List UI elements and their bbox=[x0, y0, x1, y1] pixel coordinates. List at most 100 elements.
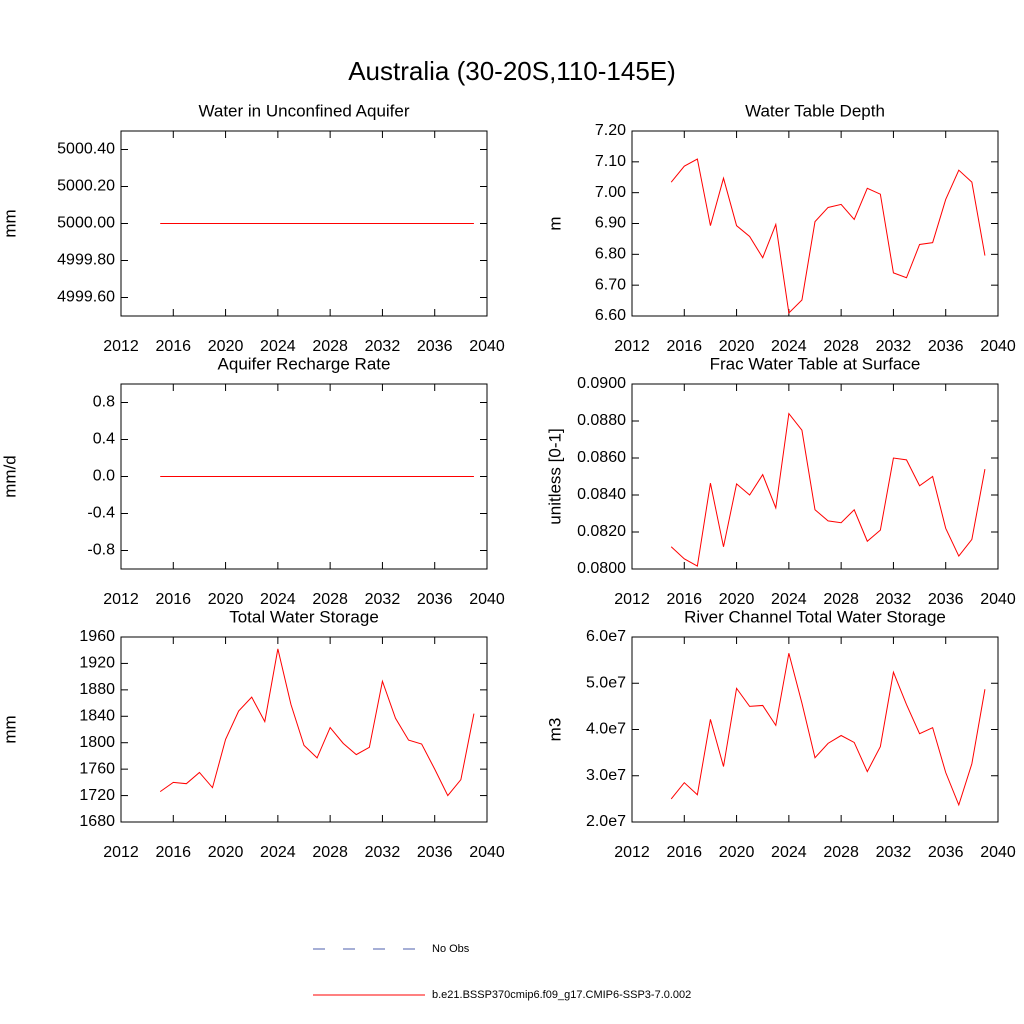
x-tick-label: 2032 bbox=[876, 591, 912, 608]
x-tick-label: 2020 bbox=[719, 338, 755, 355]
x-tick-label: 2020 bbox=[719, 591, 755, 608]
y-tick-label: 7.00 bbox=[595, 184, 626, 201]
x-tick-label: 2020 bbox=[208, 591, 244, 608]
y-tick-label: 6.80 bbox=[595, 246, 626, 263]
x-tick-label: 2040 bbox=[980, 591, 1016, 608]
x-tick-label: 2036 bbox=[417, 844, 453, 861]
y-tick-label: 1880 bbox=[79, 681, 115, 698]
x-tick-label: 2020 bbox=[208, 338, 244, 355]
x-tick-label: 2012 bbox=[103, 591, 139, 608]
y-tick-label: 1680 bbox=[79, 813, 115, 830]
x-tick-label: 2016 bbox=[666, 591, 702, 608]
x-tick-label: 2024 bbox=[260, 844, 296, 861]
x-tick-label: 2032 bbox=[365, 338, 401, 355]
y-tick-label: 5000.00 bbox=[57, 215, 115, 232]
x-tick-label: 2012 bbox=[103, 338, 139, 355]
y-tick-label: 0.0820 bbox=[577, 523, 626, 540]
data-line bbox=[670, 653, 986, 807]
y-tick-label: 7.10 bbox=[595, 153, 626, 170]
y-tick-label: 0.8 bbox=[93, 394, 115, 411]
y-tick-label: 6.70 bbox=[595, 276, 626, 293]
plot-frame bbox=[120, 383, 488, 570]
y-tick-label: 0.0800 bbox=[577, 560, 626, 577]
y-tick-label: 3.0e7 bbox=[586, 767, 626, 784]
y-tick-label: 4.0e7 bbox=[586, 721, 626, 738]
plot-frame bbox=[631, 383, 999, 570]
x-tick-label: 2024 bbox=[771, 844, 807, 861]
y-tick-label: 6.60 bbox=[595, 307, 626, 324]
y-tick-label: 6.0e7 bbox=[586, 628, 626, 645]
y-tick-label: 1760 bbox=[79, 760, 115, 777]
panel-title: Water Table Depth bbox=[745, 101, 885, 120]
x-tick-label: 2028 bbox=[312, 591, 348, 608]
x-tick-label: 2036 bbox=[928, 591, 964, 608]
y-tick-label: -0.4 bbox=[87, 505, 115, 522]
x-tick-label: 2012 bbox=[614, 844, 650, 861]
x-tick-label: 2020 bbox=[719, 844, 755, 861]
y-tick-label: 4999.80 bbox=[57, 252, 115, 269]
y-tick-label: 0.0860 bbox=[577, 449, 626, 466]
x-tick-label: 2032 bbox=[365, 591, 401, 608]
y-tick-label: 6.90 bbox=[595, 215, 626, 232]
y-tick-label: 1960 bbox=[79, 628, 115, 645]
x-tick-label: 2016 bbox=[666, 338, 702, 355]
y-tick-label: 1720 bbox=[79, 787, 115, 804]
panel-title: Total Water Storage bbox=[229, 607, 379, 626]
x-tick-label: 2040 bbox=[980, 338, 1016, 355]
x-tick-label: 2016 bbox=[155, 844, 191, 861]
x-tick-label: 2036 bbox=[928, 844, 964, 861]
y-tick-label: 0.0840 bbox=[577, 486, 626, 503]
x-tick-label: 2036 bbox=[417, 338, 453, 355]
figure-title: Australia (30-20S,110-145E) bbox=[348, 56, 676, 86]
panel-title: Frac Water Table at Surface bbox=[710, 354, 921, 373]
plot-frame bbox=[120, 130, 488, 317]
data-line bbox=[159, 648, 475, 797]
y-tick-label: 5000.20 bbox=[57, 178, 115, 195]
y-tick-label: 0.0 bbox=[93, 468, 115, 485]
y-tick-label: 0.0880 bbox=[577, 412, 626, 429]
y-axis-label: m bbox=[545, 216, 564, 230]
y-tick-label: 1800 bbox=[79, 734, 115, 751]
x-tick-label: 2012 bbox=[614, 338, 650, 355]
y-axis-label: mm bbox=[0, 209, 19, 237]
x-tick-label: 2036 bbox=[928, 338, 964, 355]
y-axis-label: mm bbox=[0, 715, 19, 743]
x-tick-label: 2032 bbox=[876, 844, 912, 861]
y-tick-label: 0.0900 bbox=[577, 375, 626, 392]
x-tick-label: 2024 bbox=[260, 591, 296, 608]
data-line bbox=[670, 412, 986, 567]
x-tick-label: 2016 bbox=[666, 844, 702, 861]
y-tick-label: 7.20 bbox=[595, 122, 626, 139]
plot-frame bbox=[631, 636, 999, 823]
x-tick-label: 2020 bbox=[208, 844, 244, 861]
x-tick-label: 2040 bbox=[469, 591, 505, 608]
plot-frame bbox=[120, 636, 488, 823]
y-tick-label: 1920 bbox=[79, 655, 115, 672]
x-tick-label: 2028 bbox=[823, 591, 859, 608]
x-tick-label: 2016 bbox=[155, 338, 191, 355]
y-axis-label: m3 bbox=[545, 718, 564, 742]
x-tick-label: 2040 bbox=[469, 338, 505, 355]
x-tick-label: 2016 bbox=[155, 591, 191, 608]
y-tick-label: 2.0e7 bbox=[586, 813, 626, 830]
x-tick-label: 2024 bbox=[771, 591, 807, 608]
x-tick-label: 2028 bbox=[312, 338, 348, 355]
x-tick-label: 2028 bbox=[823, 338, 859, 355]
y-tick-label: -0.8 bbox=[87, 542, 115, 559]
y-tick-label: 1840 bbox=[79, 708, 115, 725]
x-tick-label: 2024 bbox=[260, 338, 296, 355]
y-tick-label: 5.0e7 bbox=[586, 674, 626, 691]
x-tick-label: 2024 bbox=[771, 338, 807, 355]
panel-title: River Channel Total Water Storage bbox=[684, 607, 946, 626]
x-tick-label: 2012 bbox=[103, 844, 139, 861]
y-axis-label: unitless [0-1] bbox=[545, 428, 564, 524]
x-tick-label: 2036 bbox=[417, 591, 453, 608]
y-tick-label: 0.4 bbox=[93, 431, 115, 448]
data-line bbox=[670, 158, 986, 314]
x-tick-label: 2040 bbox=[980, 844, 1016, 861]
legend-label: No Obs bbox=[432, 943, 470, 955]
plot-frame bbox=[631, 130, 999, 317]
x-tick-label: 2040 bbox=[469, 844, 505, 861]
